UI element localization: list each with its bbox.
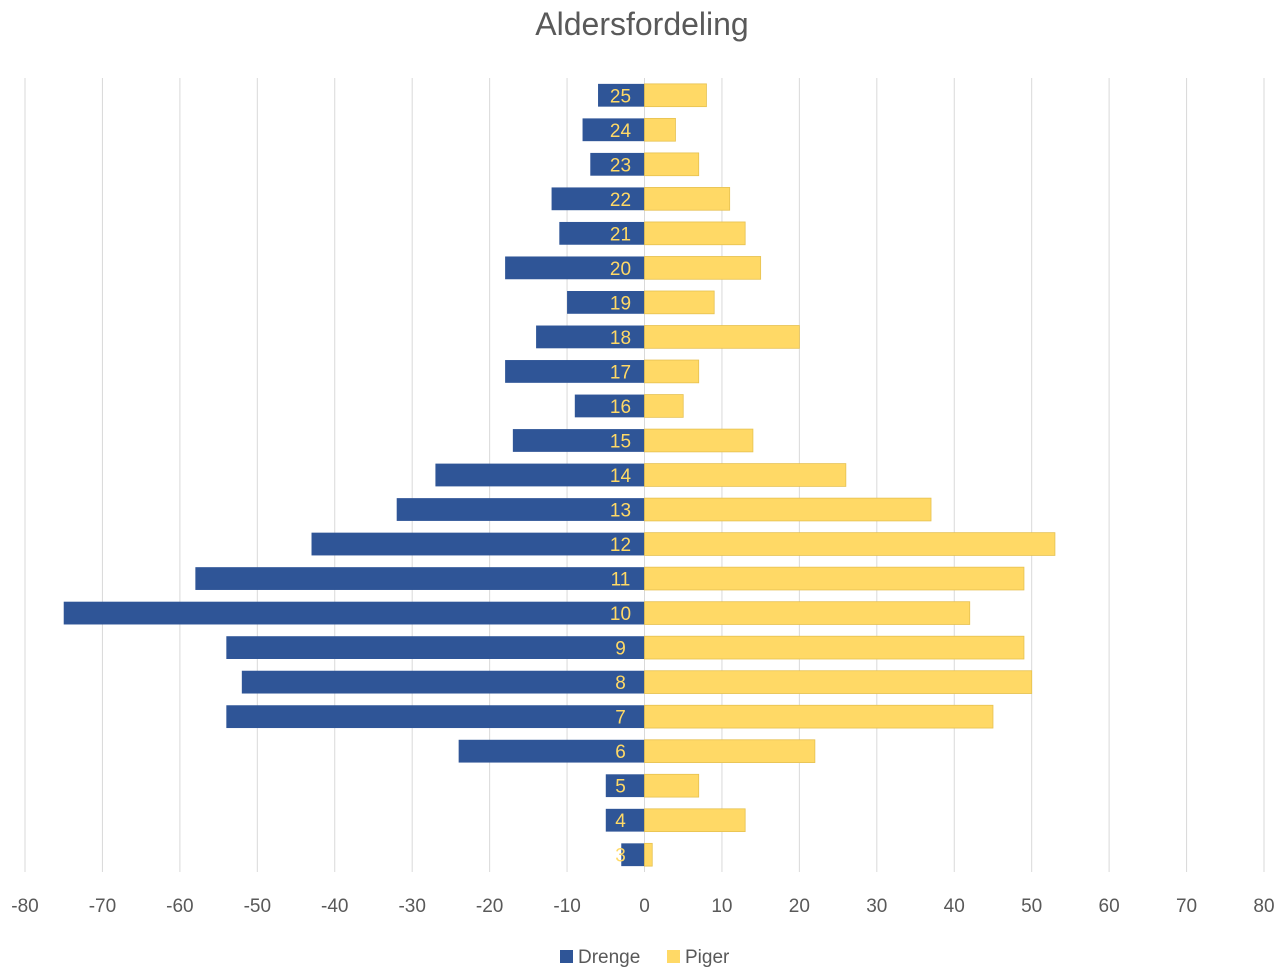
age-label: 9: [615, 639, 626, 660]
bar-drenge: [559, 221, 645, 245]
age-label: 11: [611, 570, 631, 591]
age-label: 3: [615, 846, 626, 867]
bar-piger: [644, 221, 746, 246]
bar-piger: [644, 704, 994, 729]
age-label: 17: [610, 362, 631, 383]
bar-drenge: [574, 394, 645, 418]
age-label: 10: [610, 604, 631, 625]
age-label: 6: [615, 742, 626, 763]
age-label: 8: [615, 673, 626, 694]
x-axis-tick-labels: -80 -70 -60 -50 -40 -30 -20 -10 0 10 20 30 40 50 60 70 8…: [11, 896, 1274, 917]
legend-swatch: [560, 950, 573, 963]
x-tick-label: -60: [166, 896, 193, 917]
bar-piger: [644, 739, 816, 763]
x-tick-label: 40: [944, 896, 965, 917]
age-label: 25: [610, 86, 631, 107]
x-tick-label: 70: [1176, 896, 1197, 917]
age-label: 24: [610, 121, 632, 142]
bar-piger: [644, 808, 746, 833]
bar-drenge: [567, 290, 645, 314]
age-label: 22: [610, 190, 631, 211]
bar-drenge: [241, 670, 645, 694]
bar-piger: [644, 256, 762, 280]
x-tick-label: -40: [321, 896, 348, 917]
age-label: 20: [610, 259, 631, 280]
bar-piger: [644, 566, 1025, 591]
legend-label: Drenge: [578, 947, 640, 968]
bar-piger: [644, 152, 700, 177]
bar-drenge: [311, 532, 645, 556]
bar-piger: [644, 635, 1025, 660]
bar-piger: [644, 83, 707, 108]
age-label: 5: [615, 777, 626, 798]
bar-drenge: [226, 705, 645, 729]
bar-piger: [644, 394, 684, 418]
x-tick-label: -30: [398, 896, 425, 917]
x-tick-label: 30: [866, 896, 887, 917]
x-tick-label: -20: [476, 896, 503, 917]
bar-piger: [644, 670, 1033, 694]
age-label: 13: [610, 501, 631, 522]
bar-piger: [644, 842, 653, 867]
legend-label: Piger: [685, 947, 730, 968]
bar-drenge: [435, 463, 645, 487]
bar-drenge: [536, 325, 645, 349]
bar-piger: [644, 773, 700, 798]
x-tick-label: -70: [89, 896, 116, 917]
x-tick-label: 60: [1099, 896, 1120, 917]
bar-piger: [644, 601, 971, 625]
age-labels: 3 4 5 6 7 8 9 10 11 12 13 14 15 16 17 18 19 20 21 22 23 24 25: [610, 86, 632, 866]
bar-piger: [644, 290, 715, 315]
bar-piger: [644, 117, 676, 142]
chart-title: Aldersfordeling: [535, 6, 748, 42]
age-label: 16: [610, 397, 631, 418]
bar-piger: [644, 428, 754, 453]
bar-drenge: [505, 256, 645, 280]
bar-piger: [644, 187, 731, 211]
bar-drenge: [605, 774, 645, 798]
bar-piger: [644, 497, 932, 522]
legend-swatch: [667, 950, 680, 963]
age-label: 18: [610, 328, 631, 349]
bar-drenge: [582, 118, 645, 142]
bar-piger: [644, 325, 800, 349]
x-tick-label: 80: [1253, 896, 1274, 917]
x-tick-label: -50: [244, 896, 271, 917]
age-label: 14: [610, 466, 632, 487]
bar-piger: [644, 463, 847, 487]
bar-drenge: [598, 83, 645, 107]
x-tick-label: 20: [789, 896, 810, 917]
bar-drenge: [195, 567, 645, 590]
bar-piger: [644, 532, 1056, 556]
bar-piger: [644, 359, 700, 384]
bar-drenge: [590, 152, 645, 176]
bar-drenge: [458, 739, 645, 763]
age-label: 7: [615, 708, 626, 729]
bar-drenge: [512, 429, 645, 452]
legend: Drenge Piger: [560, 947, 730, 968]
age-label: 21: [610, 224, 631, 245]
age-label: 4: [615, 811, 626, 832]
x-tick-label: -80: [11, 896, 38, 917]
age-label: 23: [610, 155, 631, 176]
bar-drenge: [396, 498, 645, 521]
bars: [63, 83, 1056, 867]
bar-drenge: [551, 187, 645, 211]
bar-drenge: [505, 360, 645, 383]
x-tick-label: -10: [553, 896, 580, 917]
x-tick-label: 10: [711, 896, 732, 917]
bar-drenge: [226, 636, 645, 660]
age-label: 12: [610, 535, 631, 556]
bar-drenge: [63, 601, 645, 625]
bar-drenge: [605, 808, 645, 832]
x-tick-label: 0: [639, 896, 650, 917]
x-tick-label: 50: [1021, 896, 1042, 917]
age-label: 19: [610, 293, 631, 314]
bar-drenge: [621, 843, 645, 867]
age-label: 15: [610, 431, 631, 452]
